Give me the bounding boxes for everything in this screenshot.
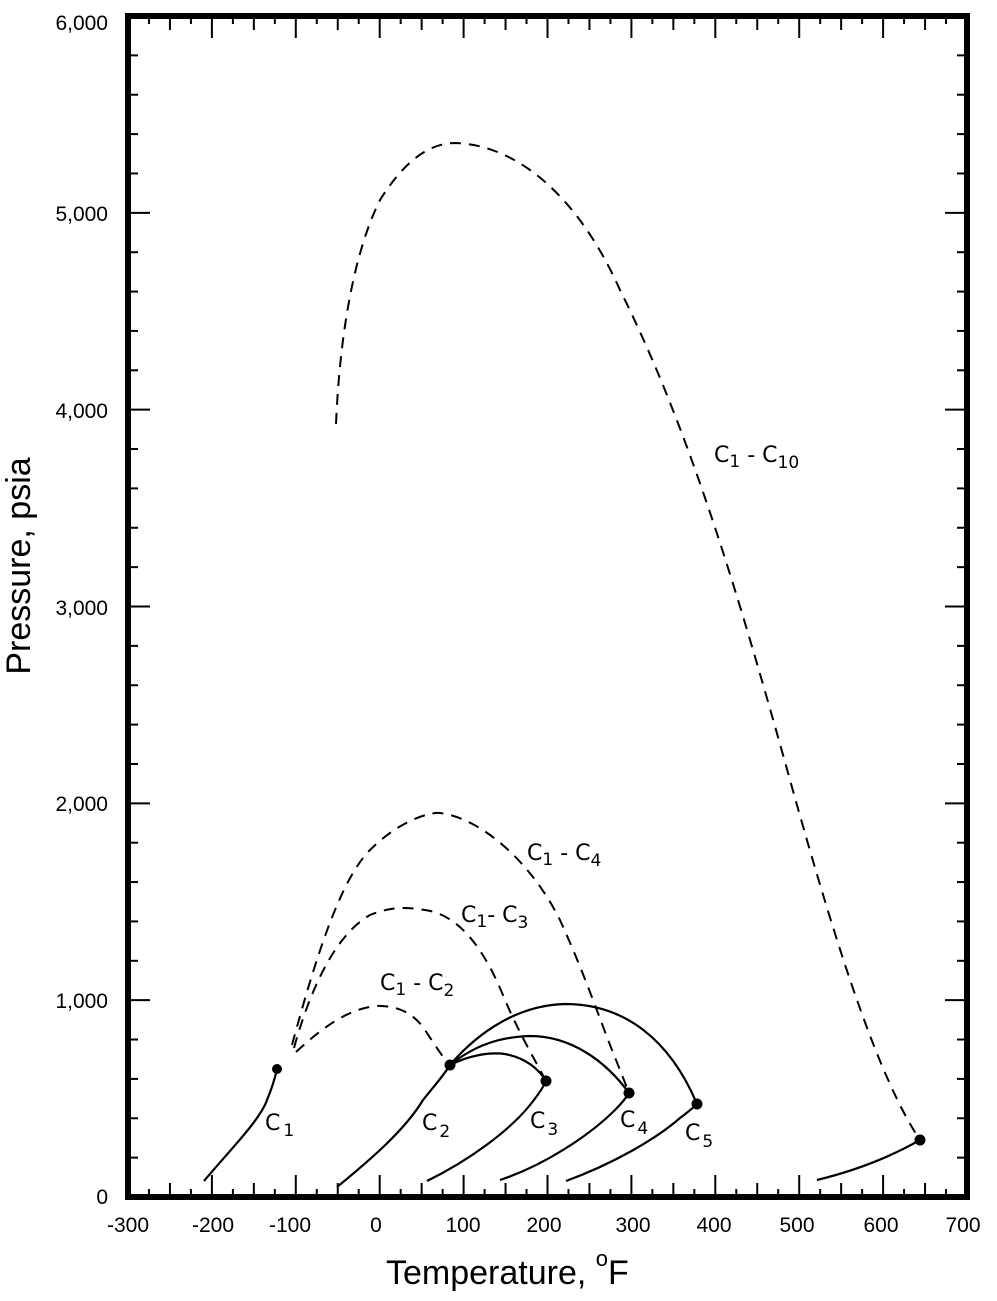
curve-c1-c10 bbox=[335, 141, 921, 1141]
x-tick-label: 700 bbox=[945, 1214, 980, 1237]
y-tick-label: 1,000 bbox=[55, 990, 108, 1013]
x-tick-label: -200 bbox=[192, 1214, 234, 1237]
x-tick-label: 600 bbox=[863, 1214, 898, 1237]
curve-c2-c5 bbox=[449, 1002, 699, 1105]
curve-c3 bbox=[426, 1080, 548, 1182]
y-tick-label: 4,000 bbox=[55, 400, 108, 423]
curve-c10 bbox=[816, 1139, 921, 1182]
curve-c2 bbox=[336, 1064, 451, 1188]
critical-point-c2 bbox=[444, 1059, 456, 1071]
y-tick-label: 0 bbox=[96, 1186, 108, 1209]
x-tick-label: 200 bbox=[526, 1214, 561, 1237]
y-tick-label: 6,000 bbox=[55, 12, 108, 35]
critical-point-c3 bbox=[540, 1075, 552, 1087]
degree-symbol: o bbox=[596, 1246, 608, 1271]
curve-c2-c3 bbox=[449, 1052, 547, 1082]
vapor-pressure-curves bbox=[203, 1064, 921, 1188]
label-c1-c4: C1 - C4 bbox=[527, 841, 601, 871]
y-tick-label: 2,000 bbox=[55, 793, 108, 816]
y-tick-label: 5,000 bbox=[55, 203, 108, 226]
curve-c2-c4 bbox=[449, 1034, 630, 1094]
label-c1-c3: C1- C3 bbox=[461, 903, 528, 933]
curve-c4 bbox=[499, 1092, 630, 1182]
critical-point-c4 bbox=[623, 1087, 635, 1099]
x-axis-title-main: Temperature, bbox=[386, 1254, 596, 1292]
x-tick-label: 0 bbox=[370, 1214, 382, 1237]
y-tick-labels: 0 1,000 2,000 3,000 4,000 5,000 6,000 bbox=[55, 12, 108, 1209]
x-tick-label: -100 bbox=[269, 1214, 311, 1237]
x-axis-title: Temperature, oF bbox=[386, 1246, 629, 1292]
x-axis-title-unit: F bbox=[608, 1254, 629, 1292]
dashed-critical-loci bbox=[291, 141, 921, 1141]
y-tick-label: 3,000 bbox=[55, 597, 108, 620]
label-c1-c10: C1 - C10 bbox=[714, 443, 799, 473]
x-tick-labels: -300 -200 -100 0 100 200 300 400 500 600… bbox=[107, 1214, 981, 1237]
curve-c1-c3 bbox=[293, 907, 547, 1082]
x-tick-label: 400 bbox=[696, 1214, 731, 1237]
plot-frame bbox=[125, 13, 970, 1200]
y-axis-title: Pressure, psia bbox=[0, 457, 38, 674]
critical-point-c5 bbox=[691, 1098, 703, 1110]
axis-ticks bbox=[128, 16, 967, 1197]
curve-c5 bbox=[565, 1103, 698, 1183]
solid-critical-loci bbox=[449, 1002, 699, 1105]
x-tick-label: 500 bbox=[779, 1214, 814, 1237]
critical-points bbox=[272, 1059, 926, 1146]
curve-c1 bbox=[203, 1068, 279, 1182]
x-tick-label: -300 bbox=[107, 1214, 149, 1237]
curve-c1-c2 bbox=[295, 1004, 451, 1066]
curve-c1-c4 bbox=[291, 811, 630, 1094]
label-c1-c2: C1 - C2 bbox=[380, 971, 454, 1001]
critical-point-c1 bbox=[272, 1064, 282, 1074]
x-tick-label: 100 bbox=[445, 1214, 480, 1237]
critical-point-c10 bbox=[914, 1134, 926, 1146]
x-tick-label: 300 bbox=[615, 1214, 650, 1237]
